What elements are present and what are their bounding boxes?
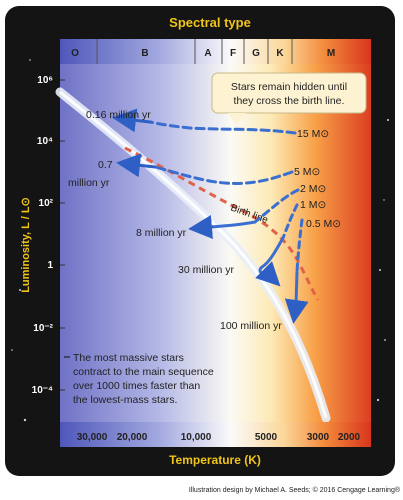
mass-label-1: 1 M⊙ [300, 199, 327, 211]
x-tick-5000: 5000 [255, 432, 278, 443]
spectral-label-A: A [204, 48, 211, 59]
callout-box [211, 72, 367, 124]
chart-title: Spectral type [169, 15, 251, 30]
note-line-2: contract to the main sequence [73, 366, 214, 378]
track-2-msun-solid [208, 220, 257, 229]
x-tick-30000: 30,000 [77, 432, 108, 443]
x-tick-10000: 10,000 [181, 432, 212, 443]
y-tick-1e2: 10² [39, 198, 54, 209]
note-line-3: over 1000 times faster than [73, 380, 200, 392]
x-tick-2000: 2000 [338, 432, 361, 443]
credit-line: Illustration design by Michael A. Seeds;… [188, 487, 400, 494]
spectral-label-B: B [141, 48, 148, 59]
mass-label-15: 15 M⊙ [297, 128, 329, 140]
mass-label-5: 5 M⊙ [294, 166, 321, 178]
y-tick-1e6: 10⁶ [37, 75, 53, 86]
x-tick-3000: 3000 [307, 432, 330, 443]
spectral-label-F: F [230, 48, 236, 59]
note-line-4: the lowest-mass stars. [73, 394, 177, 406]
time-label-0-7-unit: million yr [68, 177, 110, 189]
spectral-label-O: O [71, 48, 79, 59]
x-axis-label: Temperature (K) [169, 453, 261, 467]
plot-area [60, 64, 371, 422]
spectral-label-K: K [276, 48, 284, 59]
x-axis-strip [60, 422, 371, 447]
y-axis-label: Luminosity, L / L⊙ [20, 197, 32, 293]
spectral-dividers [96, 39, 293, 64]
track-1-msun [281, 203, 299, 240]
track-15-msun [148, 120, 297, 135]
background-stars [11, 59, 389, 422]
time-label-0-7: 0.7 [98, 159, 113, 171]
spectral-label-M: M [327, 48, 335, 59]
callout-line-1: Stars remain hidden until [231, 81, 347, 93]
track-1-msun-arrow [255, 261, 281, 287]
spectral-type-bar [60, 39, 371, 64]
track-0-5-msun-arrow [284, 298, 309, 324]
track-15-msun-arrow [112, 108, 152, 133]
birth-line [124, 146, 320, 301]
track-5-msun-arrow [116, 153, 157, 178]
mass-label-2: 2 M⊙ [300, 183, 327, 195]
track-2-msun-arrow [188, 215, 214, 239]
track-2-msun [253, 188, 300, 224]
spectral-label-G: G [252, 48, 260, 59]
y-tick-1e-2: 10⁻² [33, 323, 53, 334]
time-label-8: 8 million yr [136, 227, 187, 239]
track-5-msun [153, 165, 294, 185]
y-tick-1: 1 [47, 260, 53, 271]
time-label-0-16: 0.16 million yr [86, 109, 151, 121]
mass-label-0-5: 0.5 M⊙ [306, 218, 341, 230]
y-tick-1e-4: 10⁻⁴ [32, 385, 53, 396]
time-label-100: 100 million yr [220, 320, 282, 332]
track-0-5-msun-solid [294, 270, 299, 307]
y-tick-1e4: 10⁴ [37, 136, 53, 147]
callout-line-2: they cross the birth line. [234, 95, 345, 107]
time-label-30: 30 million yr [178, 264, 235, 276]
x-tick-20000: 20,000 [117, 432, 148, 443]
note-line-1: The most massive stars [73, 352, 184, 364]
track-0-5-msun [295, 218, 304, 274]
